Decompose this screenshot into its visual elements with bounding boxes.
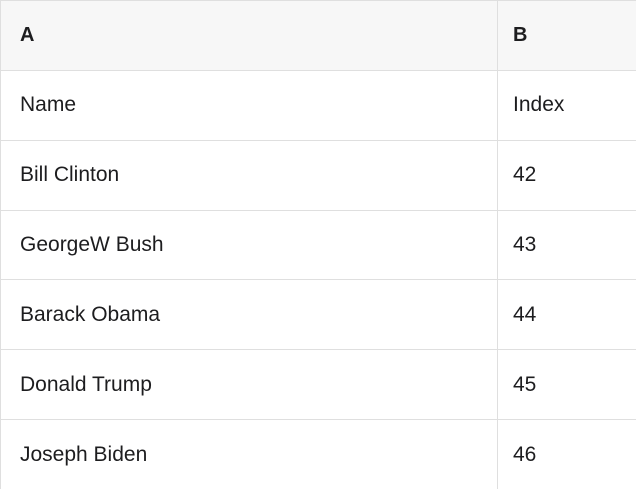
cell-name[interactable]: Donald Trump (1, 350, 498, 421)
table-row: Donald Trump 45 (1, 350, 636, 421)
cell-index[interactable]: 43 (498, 211, 636, 281)
cell-name[interactable]: GeorgeW Bush (1, 210, 498, 281)
table-row: Name Index (1, 70, 636, 141)
cell-name[interactable]: Bill Clinton (1, 140, 498, 211)
cell-index[interactable]: 45 (498, 350, 636, 421)
cell-index[interactable]: 46 (513, 442, 537, 466)
cell-index-header[interactable]: Index (498, 71, 636, 141)
cell-name[interactable]: Joseph Biden (1, 420, 498, 489)
cell-name[interactable]: Barack Obama (1, 280, 498, 351)
table-row: Joseph Biden 46 (1, 420, 636, 489)
cell-index[interactable]: 42 (498, 141, 636, 211)
column-header-b[interactable]: B (498, 1, 636, 71)
cell-name-header[interactable]: Name (1, 70, 498, 141)
table-row: Bill Clinton 42 (1, 140, 636, 211)
table-row: GeorgeW Bush 43 (1, 210, 636, 281)
cell-index[interactable]: 44 (498, 280, 636, 351)
table-header-row: A B (1, 1, 636, 71)
column-header-a[interactable]: A (1, 1, 498, 71)
table-row: Barack Obama 44 (1, 280, 636, 351)
